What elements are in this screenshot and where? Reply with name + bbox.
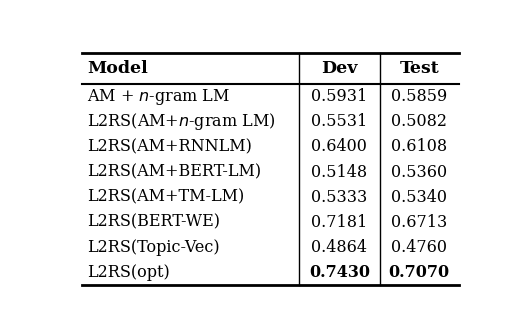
Text: L2RS(Topic-Vec): L2RS(Topic-Vec) [87, 239, 220, 256]
Text: L2RS(BERT-WE): L2RS(BERT-WE) [87, 214, 220, 231]
Text: 0.7070: 0.7070 [389, 264, 450, 281]
Text: 0.5148: 0.5148 [311, 164, 367, 181]
Text: Model: Model [87, 60, 148, 77]
Text: L2RS(AM+BERT-LM): L2RS(AM+BERT-LM) [87, 164, 261, 181]
Text: 0.5082: 0.5082 [391, 113, 447, 130]
Text: Dev: Dev [321, 60, 357, 77]
Text: L2RS(AM+$n$-gram LM): L2RS(AM+$n$-gram LM) [87, 111, 276, 132]
Text: 0.5340: 0.5340 [391, 189, 447, 206]
Text: 0.5859: 0.5859 [391, 88, 447, 105]
Text: 0.5360: 0.5360 [391, 164, 447, 181]
Text: 0.4760: 0.4760 [391, 239, 447, 256]
Text: 0.5931: 0.5931 [311, 88, 367, 105]
Text: L2RS(opt): L2RS(opt) [87, 264, 169, 281]
Text: L2RS(AM+TM-LM): L2RS(AM+TM-LM) [87, 189, 244, 206]
Text: 0.6400: 0.6400 [312, 138, 367, 155]
Text: Test: Test [399, 60, 439, 77]
Text: 0.7181: 0.7181 [311, 214, 367, 231]
Text: AM + $n$-gram LM: AM + $n$-gram LM [87, 87, 230, 107]
Text: 0.5531: 0.5531 [311, 113, 367, 130]
Text: 0.6108: 0.6108 [391, 138, 447, 155]
Text: 0.6713: 0.6713 [391, 214, 447, 231]
Text: 0.4864: 0.4864 [312, 239, 367, 256]
Text: 0.7430: 0.7430 [309, 264, 370, 281]
Text: 0.5333: 0.5333 [311, 189, 367, 206]
Text: L2RS(AM+RNNLM): L2RS(AM+RNNLM) [87, 138, 252, 155]
